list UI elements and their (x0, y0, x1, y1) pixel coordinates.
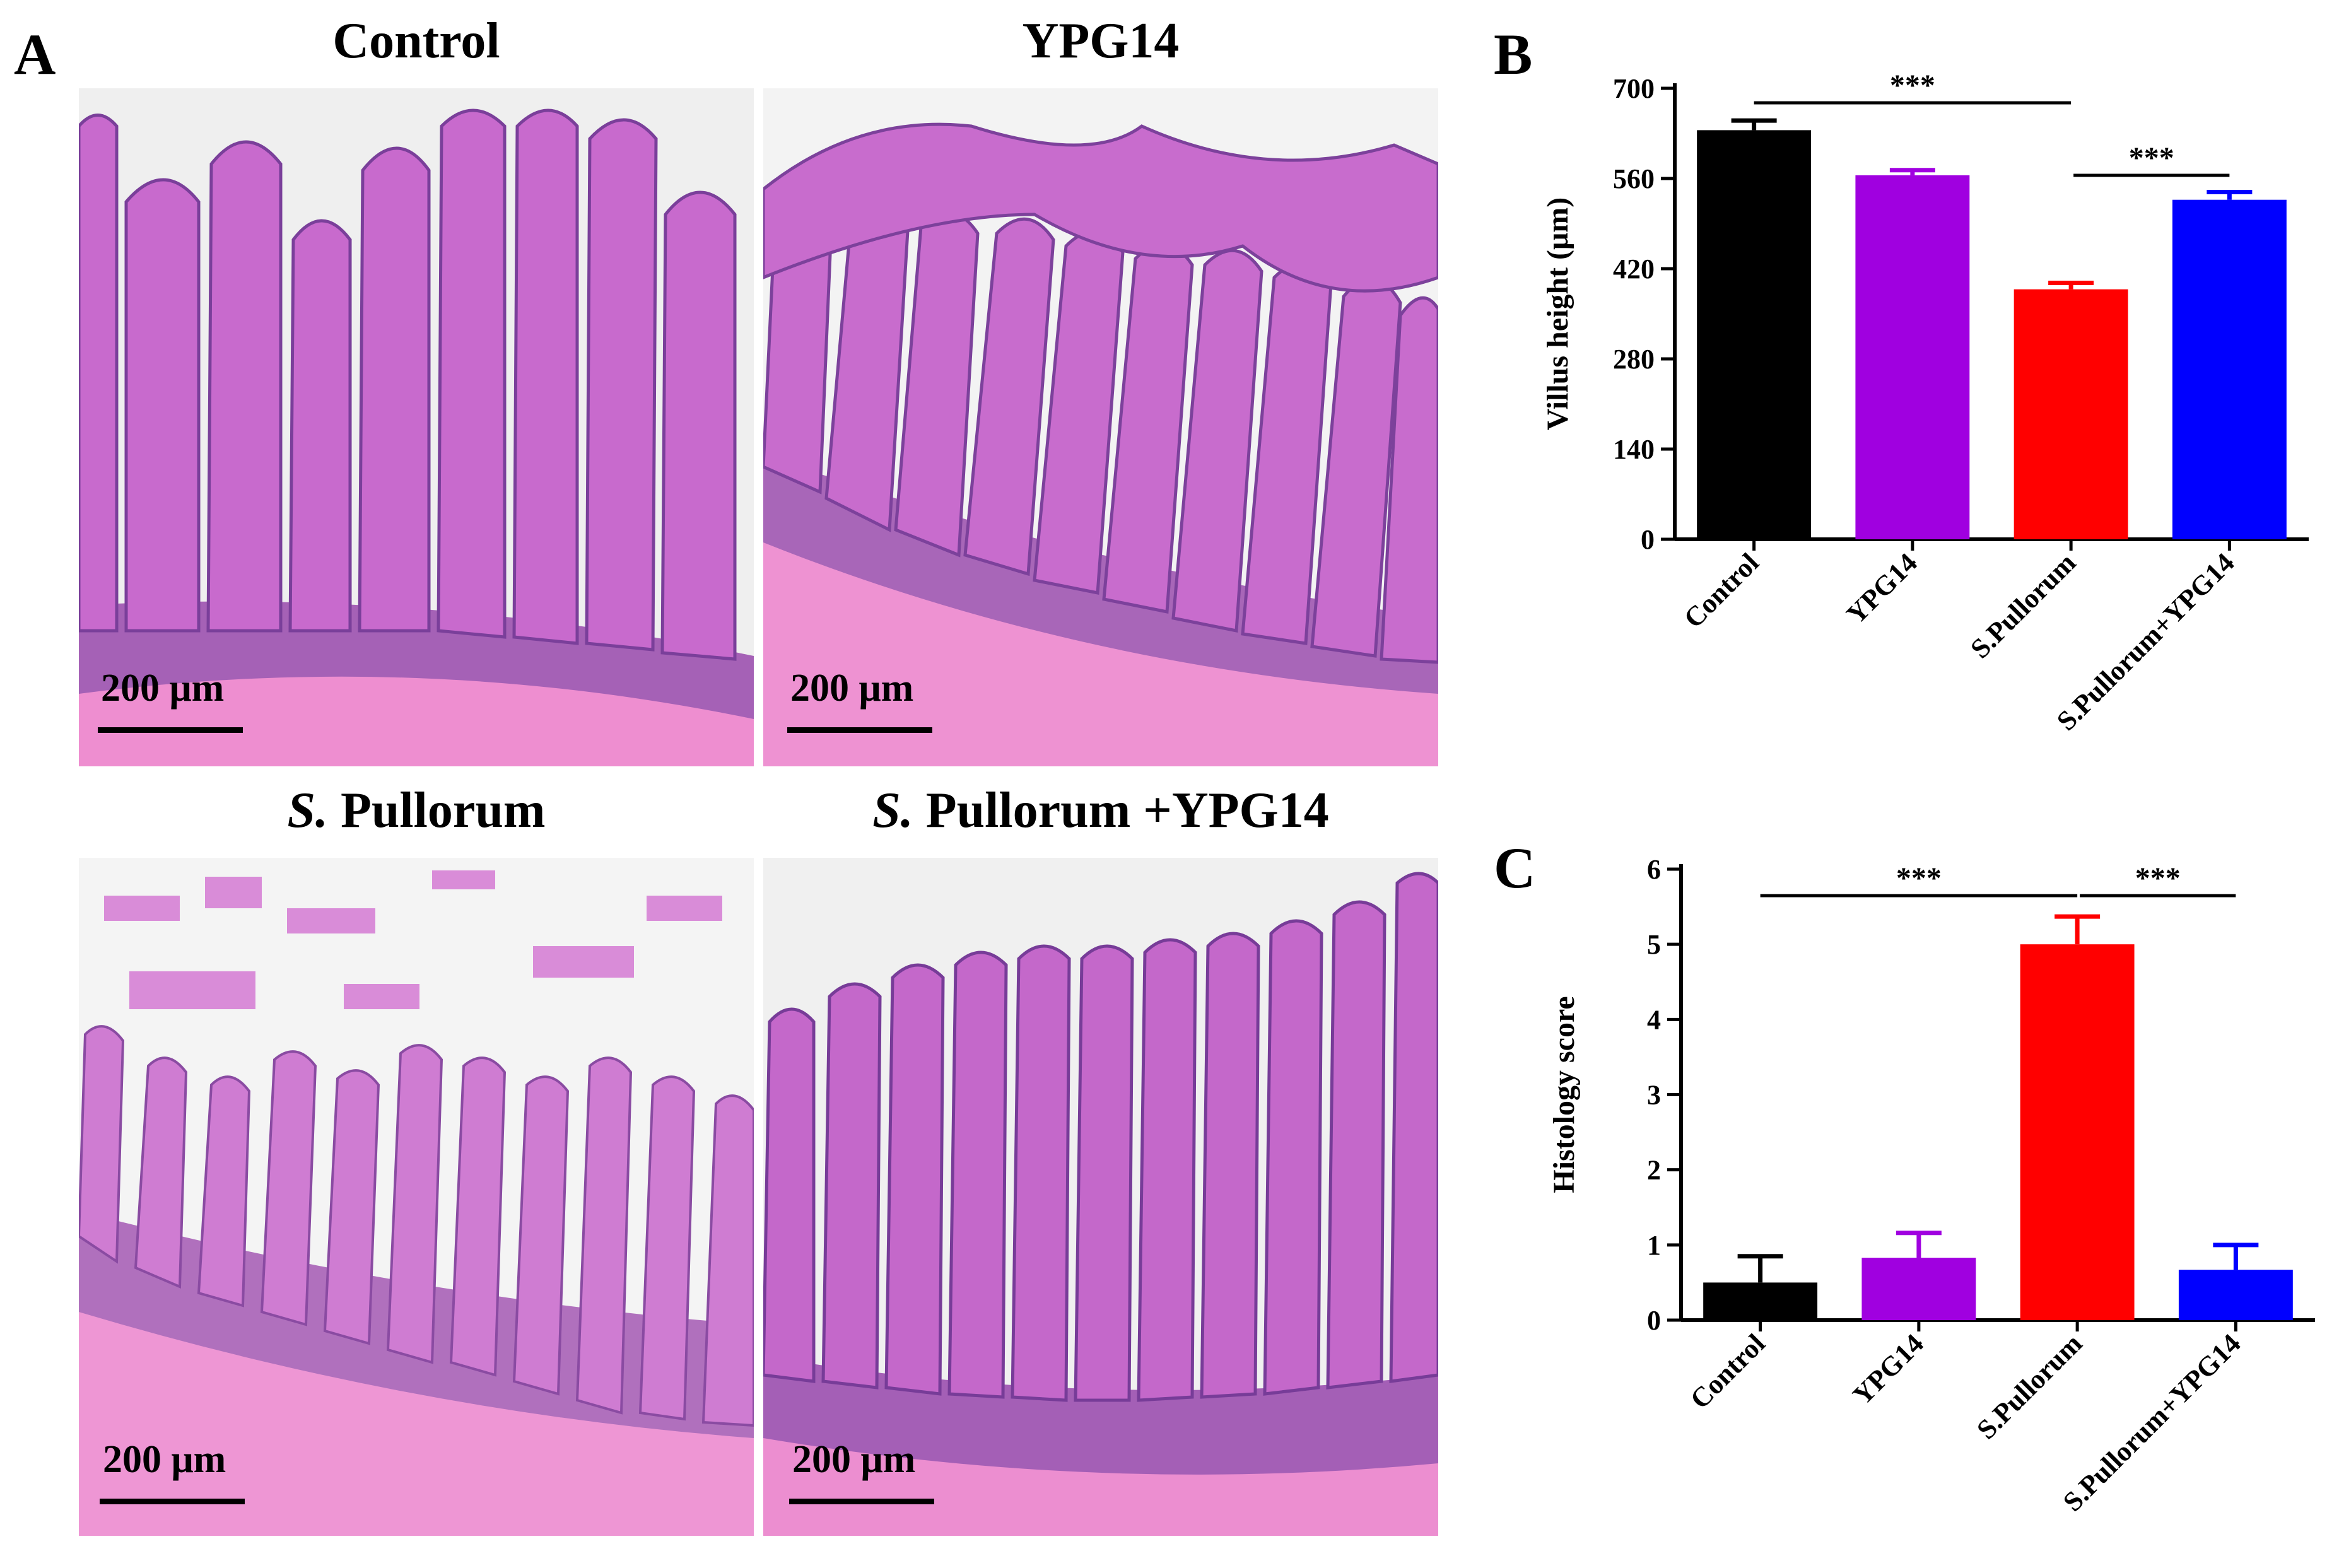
y-tick-label: 0 (1641, 524, 1655, 555)
micrograph-title-text: Control (332, 13, 500, 69)
y-tick-label: 140 (1613, 434, 1655, 465)
panel-label-b: B (1494, 22, 1533, 86)
significance-label: *** (1890, 69, 1935, 102)
y-tick-label: 6 (1647, 854, 1661, 885)
y-tick-label: 1 (1647, 1230, 1661, 1261)
scale-bar (100, 1499, 245, 1504)
y-tick-label: 560 (1613, 163, 1655, 194)
bar (1703, 1282, 1818, 1320)
bar (1855, 175, 1970, 540)
micrograph-title-text: Pullorum +YPG14 (913, 783, 1329, 838)
x-tick-label: YPG14 (1847, 1328, 1930, 1410)
bar (2178, 1270, 2293, 1320)
scale-bar (789, 1499, 934, 1504)
significance-label: *** (2135, 862, 2181, 895)
y-tick-label: 5 (1647, 929, 1661, 960)
bar (2020, 944, 2135, 1320)
y-tick-label: 420 (1613, 254, 1655, 284)
micrograph-title-text: YPG14 (1022, 13, 1180, 69)
micrograph-title-text: Pullorum (328, 783, 546, 838)
bar (2013, 289, 2128, 539)
y-tick-label: 700 (1613, 73, 1655, 104)
scale-bar-label: 200 μm (792, 1438, 916, 1481)
micrograph-pullorum-ypg14 (763, 858, 1438, 1536)
micrograph-title-italic: S. (287, 783, 329, 838)
bar (1697, 130, 1812, 540)
x-tick-label: S.Pullorum (1971, 1328, 2088, 1445)
y-tick-label: 4 (1647, 1004, 1661, 1035)
scale-bar-label: 200 μm (790, 667, 914, 710)
micrograph-title-control: Control (79, 16, 754, 66)
y-tick-label: 3 (1647, 1080, 1661, 1111)
bar (1861, 1258, 1976, 1320)
micrograph-pullorum (79, 858, 754, 1536)
significance-label: *** (2129, 141, 2174, 175)
y-tick-label: 0 (1647, 1305, 1661, 1336)
scale-bar-label: 200 μm (101, 667, 225, 710)
micrograph-title-pullorum-ypg14: S. Pullorum +YPG14 (763, 785, 1438, 836)
y-tick-label: 2 (1647, 1155, 1661, 1186)
micrograph-control (79, 88, 754, 766)
y-axis-label: Histology score (1547, 996, 1581, 1193)
y-axis-label: Villus height (μm) (1541, 197, 1574, 430)
bar (2172, 199, 2287, 539)
x-tick-label: S.Pullorum+YPG14 (2057, 1328, 2246, 1517)
x-tick-label: Control (1684, 1328, 1771, 1415)
significance-label: *** (1896, 862, 1942, 895)
y-tick-label: 280 (1613, 344, 1655, 375)
micrograph-title-ypg14: YPG14 (763, 16, 1438, 66)
micrograph-title-italic: S. (872, 783, 913, 838)
scale-bar (787, 727, 932, 733)
scale-bar (98, 727, 243, 733)
micrograph-title-pullorum: S. Pullorum (79, 785, 754, 836)
scale-bar-label: 200 μm (103, 1438, 226, 1481)
panel-label-a: A (14, 22, 56, 86)
micrograph-ypg14 (763, 88, 1438, 766)
panel-label-c: C (1494, 836, 1536, 900)
